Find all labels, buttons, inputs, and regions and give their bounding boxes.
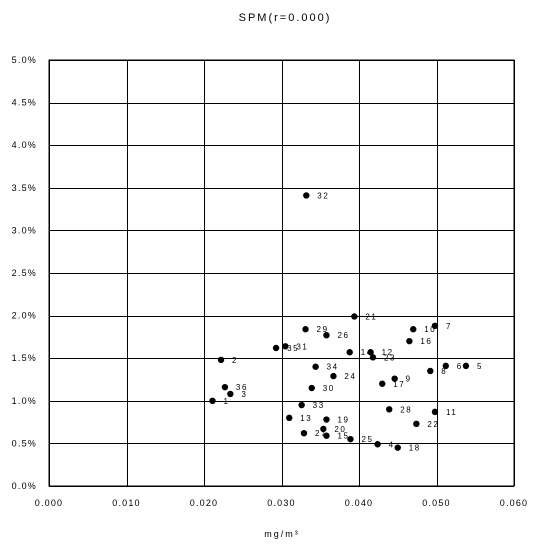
point-label: 13 [300, 414, 312, 423]
point-label: 4 [389, 440, 395, 449]
point-label: 29 [317, 325, 329, 334]
point-label: 14 [361, 348, 373, 357]
x-tick-label: 0.050 [422, 498, 451, 508]
x-tick-label: 0.020 [190, 498, 219, 508]
point-label: 35 [287, 344, 299, 353]
data-point [323, 416, 330, 423]
point-label: 21 [365, 312, 377, 321]
point-label: 32 [317, 191, 329, 200]
point-label: 12 [382, 348, 394, 357]
data-point [221, 383, 229, 391]
data-point [323, 432, 330, 439]
y-tick-label: 2.5% [12, 268, 37, 278]
point-label: 19 [337, 416, 349, 425]
y-tick-label: 5.0% [12, 55, 37, 65]
point-label: 2 [232, 356, 238, 365]
point-label: 5 [477, 362, 483, 371]
x-tick-label: 0.030 [267, 498, 296, 508]
data-point [282, 343, 289, 350]
point-label: 9 [406, 375, 412, 384]
point-label: 18 [409, 444, 421, 453]
data-point [303, 192, 310, 199]
y-tick-label: 0.0% [12, 481, 37, 491]
data-point [379, 380, 386, 387]
data-point [320, 425, 327, 433]
point-label: 7 [446, 322, 452, 331]
data-point [406, 337, 413, 345]
data-point [367, 349, 374, 356]
data-point [374, 441, 381, 448]
point-label: 6 [457, 362, 463, 371]
point-label: 8 [441, 367, 447, 376]
data-point [286, 414, 293, 422]
data-point [308, 384, 315, 392]
point-label: 34 [327, 363, 339, 372]
point-label: 33 [313, 401, 325, 410]
data-point [272, 344, 280, 352]
data-point [391, 375, 398, 382]
point-label: 23 [384, 353, 396, 362]
x-tick-label: 0.000 [35, 498, 64, 508]
y-tick-label: 0.5% [12, 438, 37, 448]
data-point [462, 362, 470, 370]
data-point [323, 331, 330, 339]
point-label: 10 [424, 325, 436, 334]
data-point [410, 326, 417, 333]
point-label: 22 [427, 420, 439, 429]
point-label: 15 [337, 432, 349, 441]
point-label: 30 [323, 384, 335, 393]
y-tick-label: 1.5% [12, 353, 37, 363]
data-point [386, 406, 393, 413]
chart-title: SPM(r=0.000) [239, 12, 332, 24]
x-tick-label: 0.040 [345, 498, 374, 508]
data-point [312, 363, 319, 370]
point-label: 1 [224, 397, 230, 406]
point-label: 20 [334, 425, 346, 434]
y-tick-label: 4.0% [12, 140, 37, 150]
data-point [413, 420, 420, 428]
point-label: 28 [400, 405, 412, 414]
point-label: 16 [420, 337, 432, 346]
data-point [351, 313, 358, 320]
data-point [431, 322, 439, 330]
x-tick-label: 0.060 [500, 498, 529, 508]
data-point [369, 354, 377, 361]
x-tick-label: 0.010 [112, 498, 141, 508]
x-axis-ticks: 0.000 0.010 0.020 0.030 0.040 0.050 0.060 [35, 498, 529, 508]
grid-lines [49, 60, 515, 487]
data-point [298, 401, 305, 409]
point-label: 11 [446, 408, 458, 417]
point-label: 3 [241, 390, 247, 399]
point-label: 25 [361, 435, 373, 444]
plot-frame [48, 59, 515, 487]
data-point [394, 444, 401, 451]
point-label: 27 [315, 429, 327, 438]
data-point [346, 349, 353, 356]
y-tick-label: 4.5% [12, 98, 37, 108]
point-label: 24 [344, 372, 356, 381]
data-point [300, 429, 308, 437]
y-tick-label: 2.0% [12, 311, 37, 321]
x-axis-label: mg/m³ [264, 529, 300, 539]
data-point [227, 390, 234, 398]
data-point [431, 408, 439, 416]
data-point [347, 435, 354, 443]
point-label: 26 [337, 331, 349, 340]
data-point [302, 326, 309, 333]
y-tick-label: 1.0% [12, 396, 37, 406]
data-point [209, 397, 216, 404]
data-point [330, 372, 337, 380]
y-tick-label: 3.5% [12, 183, 37, 193]
point-label: 31 [296, 342, 308, 351]
point-label: 17 [393, 380, 405, 389]
data-point [427, 367, 434, 375]
point-label: 36 [236, 383, 248, 392]
y-axis-ticks: 0.0% 0.5% 1.0% 1.5% 2.0% 2.5% 3.0% 3.5% 4.0% 4.5%… [12, 55, 37, 491]
data-point [442, 362, 449, 370]
y-tick-label: 3.0% [12, 225, 37, 235]
data-point [217, 356, 225, 364]
data-points: 1234567891011121314151617181920212223242… [209, 191, 483, 453]
